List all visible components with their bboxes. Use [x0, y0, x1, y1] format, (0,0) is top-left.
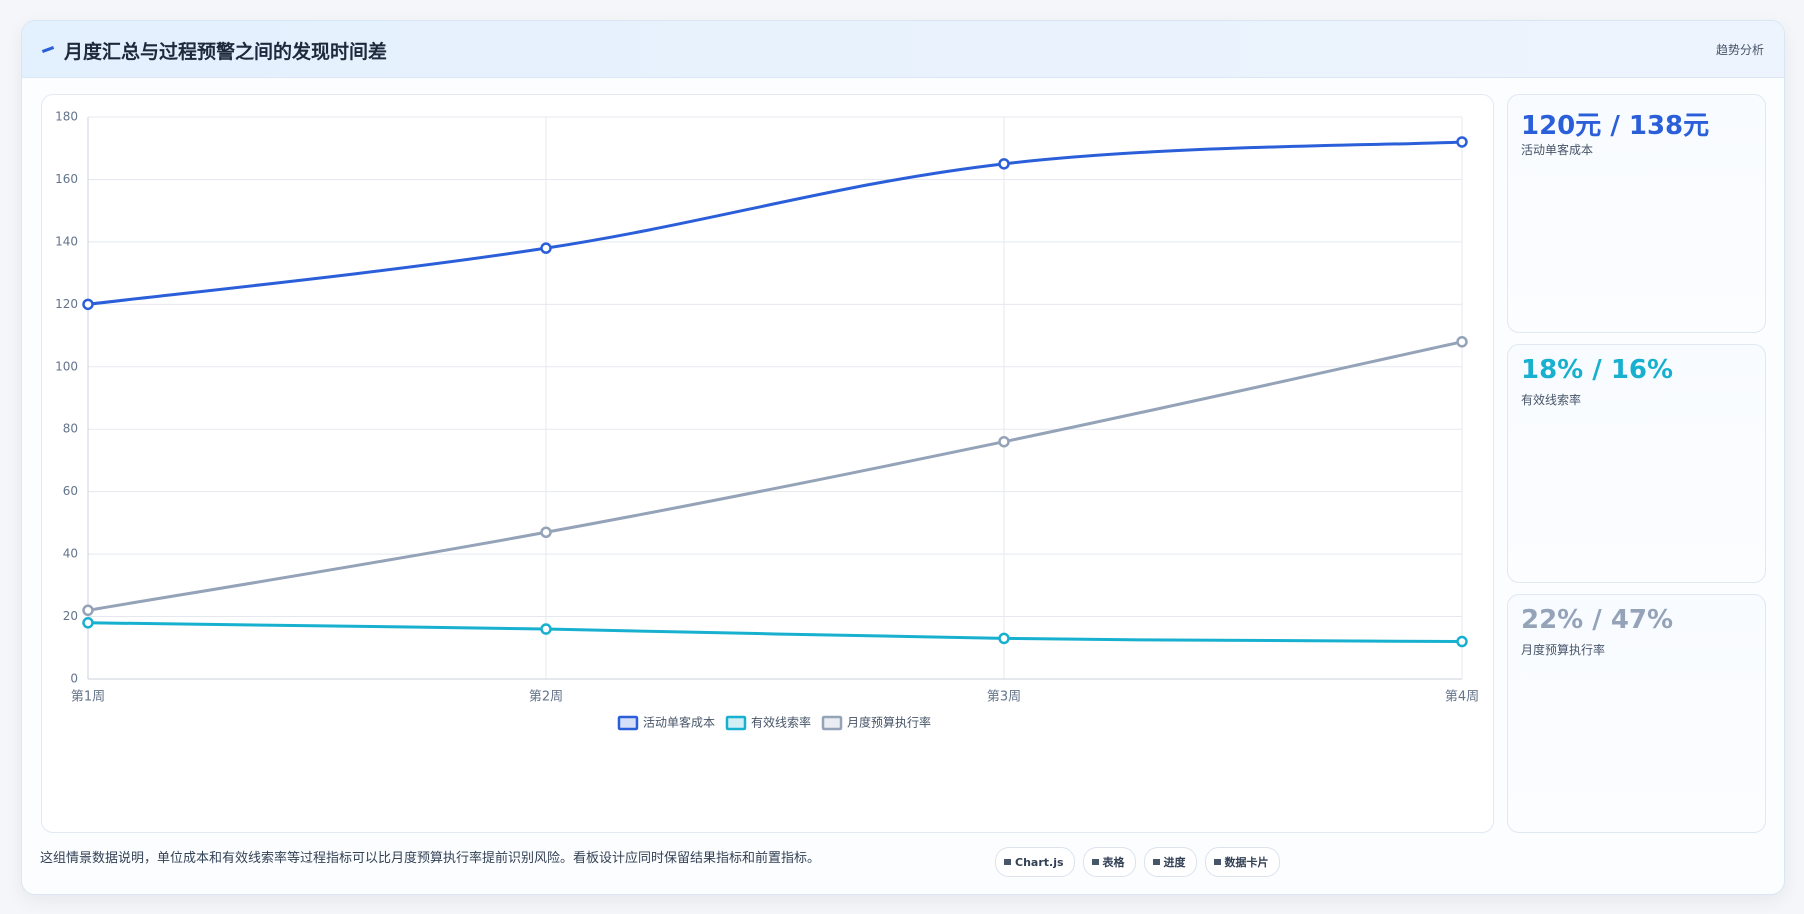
button-label: 数据卡片 [1224, 856, 1269, 869]
chart-panel: 0 20 40 60 80 100 120 140 160 180 第1周 第2周 第3周 第4周活动单客… [41, 94, 1494, 833]
point [82, 604, 94, 617]
legend-item: 活动单客成本 [617, 715, 715, 731]
kpi-label: 月度预算执行率 [1521, 643, 1606, 657]
y-tick-label: 140 [55, 234, 78, 248]
legend-label: 活动单客成本 [643, 715, 715, 730]
x-tick-label: 第1周 [71, 690, 105, 705]
point [82, 617, 94, 629]
button-icon [1004, 859, 1011, 865]
kpi-card: 22% / 47% 月度预算执行率 [1507, 594, 1766, 833]
x-tick-label: 第3周 [987, 690, 1021, 705]
y-tick-label: 0 [70, 672, 78, 686]
legend-label: 月度预算执行率 [847, 715, 931, 730]
footer-button[interactable]: 进度 [1143, 847, 1197, 877]
y-tick-label: 100 [55, 359, 78, 373]
point [1456, 635, 1468, 648]
legend-swatch [821, 715, 843, 731]
legend-label: 有效线索率 [751, 715, 811, 730]
header-icon [41, 46, 55, 53]
button-icon [1213, 859, 1221, 865]
point [1456, 136, 1468, 148]
kpi-value: 120元 / 138元 [1521, 111, 1710, 141]
series-line [87, 340, 1463, 612]
legend-swatch [617, 715, 639, 731]
y-tick-label: 80 [63, 422, 78, 436]
y-tick-label: 120 [55, 297, 78, 311]
point [540, 623, 552, 635]
legend-item: 有效线索率 [725, 715, 811, 731]
y-tick-label: 40 [63, 547, 78, 561]
chart: 0 20 40 60 80 100 120 140 160 180 第1周 第2周 第3周 第4周活动单客… [55, 110, 1479, 731]
point [82, 298, 94, 311]
button-label: 表格 [1102, 856, 1125, 869]
x-tick-label: 第4周 [1445, 690, 1479, 705]
y-tick-label: 180 [55, 110, 78, 124]
header: 月度汇总与过程预警之间的发现时间差 趋势分析 [22, 21, 1784, 78]
footer-button[interactable]: 表格 [1082, 847, 1136, 877]
point [540, 526, 552, 539]
kpi-card: 18% / 16% 有效线索率 [1507, 344, 1766, 583]
point [998, 435, 1010, 448]
footer-buttons: Chart.js 表格 进度 数据卡片 [995, 847, 1280, 877]
x-tick-label: 第2周 [529, 690, 563, 705]
kpi-card: 120元 / 138元活动单客成本 [1507, 94, 1766, 333]
kpi-value: 18% / 16% [1521, 355, 1674, 385]
kpi-value: 22% / 47% [1521, 605, 1674, 635]
point [998, 632, 1010, 645]
y-tick-label: 60 [63, 484, 78, 498]
footer-note: 这组情景数据说明，单位成本和有效线索率等过程指标可以比月度预算执行率提前识别风险… [40, 851, 821, 866]
point [540, 242, 552, 254]
series-line [87, 140, 1463, 306]
kpi-label: 有效线索率 [1521, 393, 1582, 407]
kpi-label: 活动单客成本 [1521, 143, 1594, 157]
footer-button[interactable]: Chart.js [995, 847, 1075, 877]
button-label: 进度 [1163, 856, 1186, 869]
dashboard-card: 月度汇总与过程预警之间的发现时间差 趋势分析 0 20 40 60 80 100 120 14… [21, 20, 1785, 895]
legend-item: 月度预算执行率 [821, 715, 931, 731]
y-tick-label: 20 [63, 609, 78, 623]
y-tick-label: 160 [55, 172, 78, 186]
footer-button[interactable]: 数据卡片 [1204, 847, 1280, 877]
legend-swatch [725, 715, 747, 731]
point [998, 158, 1010, 170]
button-label: Chart.js [1015, 855, 1064, 869]
button-icon [1152, 859, 1160, 865]
button-icon [1091, 859, 1099, 865]
header-badge: 趋势分析 [1715, 43, 1764, 57]
header-title: 月度汇总与过程预警之间的发现时间差 [64, 41, 388, 63]
series-line [87, 621, 1463, 644]
point [1456, 336, 1468, 348]
